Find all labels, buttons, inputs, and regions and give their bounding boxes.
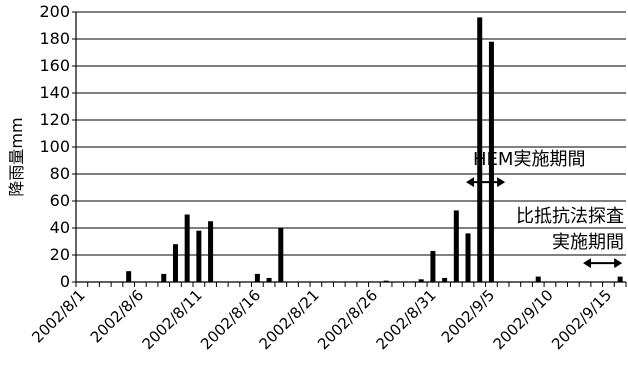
x-tick-label: 2002/9/10 [490,286,557,353]
x-axis-ticks: 2002/8/12002/8/62002/8/112002/8/162002/8… [28,282,627,353]
resistivity-survey-label: 比抵抗法探査 [516,206,624,227]
bar [488,41,494,283]
bar [196,230,202,282]
y-tick-label: 120 [39,110,70,129]
x-tick-label: 2002/8/1 [28,286,88,346]
bar [465,233,471,282]
resistivity-period-label: 実施期間 [552,232,624,253]
y-tick-label: 0 [60,272,70,291]
x-tick-label: 2002/8/11 [139,286,206,353]
x-tick-label: 2002/9/15 [548,286,615,353]
bar [418,279,424,282]
y-tick-label: 100 [39,137,70,156]
bar [161,273,167,282]
bar [126,271,132,282]
bar [617,276,623,282]
x-tick-label: 2002/8/6 [87,286,147,346]
x-tick-label: 2002/8/26 [314,286,381,353]
arrow-head-left [583,258,592,269]
axes [75,12,626,283]
x-tick-label: 2002/9/5 [438,286,498,346]
bar [442,277,448,282]
x-tick-label: 2002/8/21 [256,286,323,353]
bar [208,221,214,282]
x-tick-label: 2002/8/16 [197,286,264,353]
y-tick-label: 160 [39,56,70,75]
y-tick-label: 180 [39,29,70,48]
arrow-head-right [497,177,506,188]
grid-lines [76,11,626,256]
bar [184,214,190,282]
y-tick-label: 140 [39,83,70,102]
y-tick-label: 60 [50,191,70,210]
arrow-head-left [466,177,475,188]
bar [453,210,459,282]
hem-period-label: HEM実施期間 [473,149,585,170]
y-tick-label: 200 [39,2,70,21]
y-tick-label: 40 [50,218,70,237]
y-tick-label: 20 [50,245,70,264]
y-axis-label: 降雨量mm [7,117,26,196]
bar [383,280,389,282]
bar [430,250,436,282]
x-tick-label: 2002/8/31 [373,286,440,353]
y-axis-ticks: 0 20 40 60 80 100 120 140 160 180 200 [39,2,76,291]
bar [254,273,260,282]
bar [172,244,178,282]
arrow-head-right [614,258,623,269]
bar [477,17,483,283]
bars [126,17,623,283]
bar [278,228,284,282]
y-tick-label: 80 [50,164,70,183]
bar [266,277,272,282]
bar [535,276,541,282]
